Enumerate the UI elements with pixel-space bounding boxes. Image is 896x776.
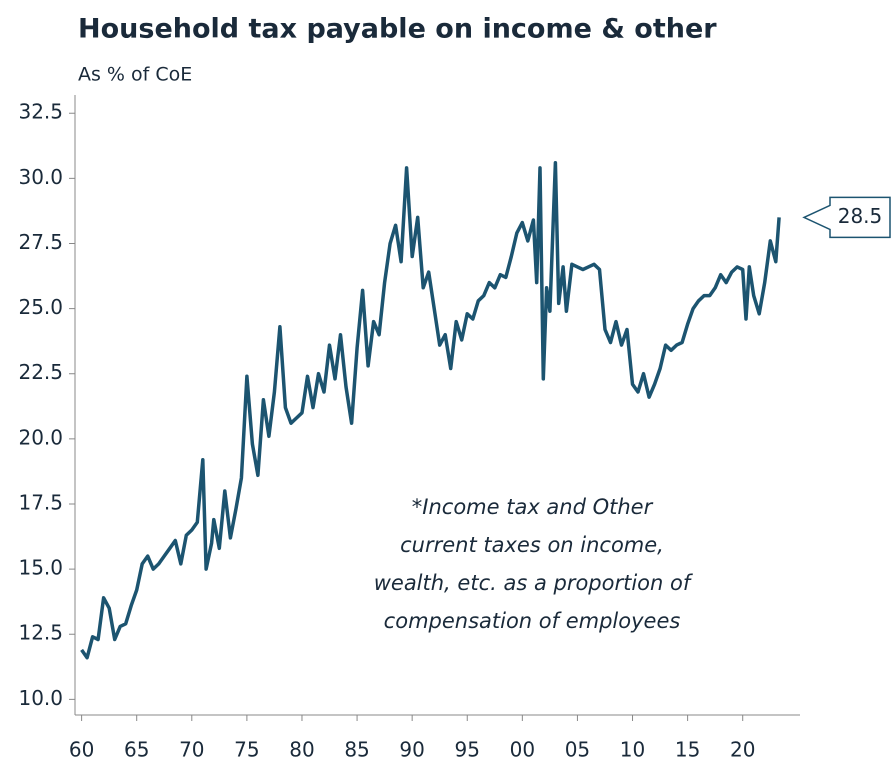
last-value-label: 28.5 [838,204,883,228]
x-tick-label: 60 [69,738,94,762]
y-tick-label: 27.5 [18,230,63,254]
y-tick-label: 15.0 [18,556,63,580]
callout-box [802,196,891,239]
x-tick-label: 80 [289,738,314,762]
x-tick-label: 70 [179,738,204,762]
y-tick-label: 10.0 [18,686,63,710]
x-tick-label: 00 [510,738,535,762]
x-tick-label: 15 [675,738,700,762]
annotation: *Income tax and Other [412,495,654,519]
chart-title: Household tax payable on income & other [78,14,717,45]
annotation: current taxes on income, [400,533,664,557]
x-tick-label: 20 [730,738,755,762]
annotation: compensation of employees [384,609,681,633]
y-tick-label: 22.5 [18,360,63,384]
x-tick-label: 65 [124,738,149,762]
x-tick-label: 85 [344,738,369,762]
y-tick-label: 32.5 [18,100,63,124]
y-tick-label: 17.5 [18,490,63,514]
x-tick-label: 95 [455,738,480,762]
x-tick-label: 10 [620,738,645,762]
y-tick-label: 12.5 [18,621,63,645]
x-tick-label: 05 [565,738,590,762]
y-tick-label: 20.0 [18,425,63,449]
y-tick-label: 25.0 [18,295,63,319]
x-tick-label: 90 [399,738,424,762]
chart-subtitle: As % of CoE [78,64,192,86]
annotation: wealth, etc. as a proportion of [374,571,694,595]
data-line [80,160,781,660]
y-tick-label: 30.0 [18,165,63,189]
x-tick-label: 75 [234,738,259,762]
